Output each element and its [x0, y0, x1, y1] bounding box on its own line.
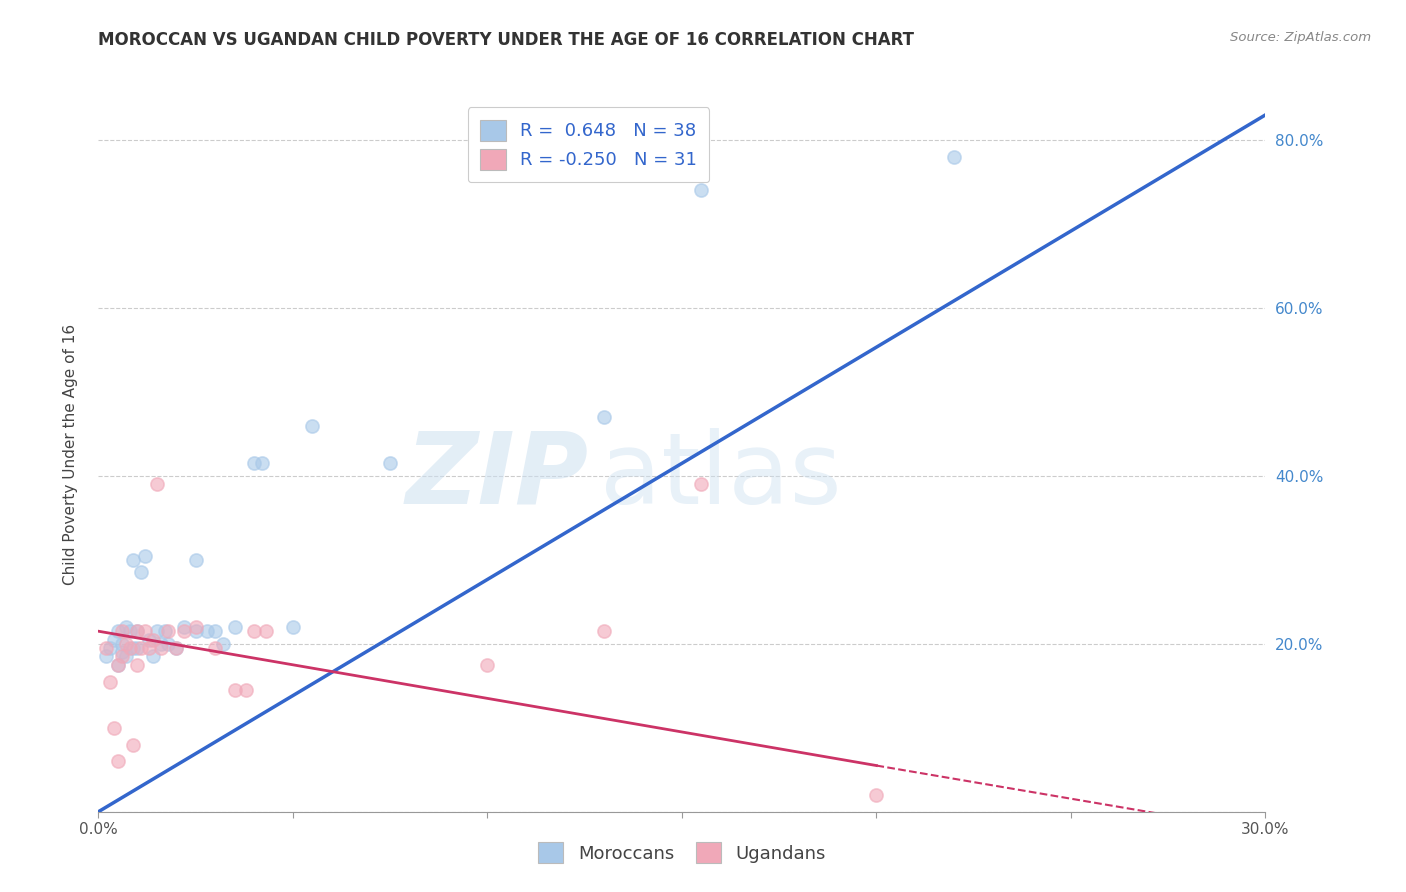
Point — [593, 624, 616, 639]
Point — [138, 632, 160, 647]
Point — [134, 624, 156, 639]
Point — [235, 683, 257, 698]
Point — [943, 150, 966, 164]
Text: MOROCCAN VS UGANDAN CHILD POVERTY UNDER THE AGE OF 16 CORRELATION CHART: MOROCCAN VS UGANDAN CHILD POVERTY UNDER … — [98, 31, 914, 49]
Point — [184, 553, 207, 567]
Point — [378, 456, 402, 470]
Point — [118, 640, 141, 655]
Point — [204, 624, 226, 639]
Point — [212, 637, 235, 651]
Text: ZIP: ZIP — [405, 428, 589, 524]
Point — [224, 620, 246, 634]
Point — [142, 649, 165, 664]
Point — [114, 649, 136, 664]
Point — [122, 640, 145, 655]
Point — [111, 645, 134, 659]
Point — [134, 549, 156, 563]
Point — [157, 637, 180, 651]
Point — [127, 624, 149, 639]
Point — [127, 624, 149, 639]
Point — [107, 755, 129, 769]
Point — [146, 477, 169, 491]
Point — [173, 620, 195, 634]
Point — [153, 624, 176, 639]
Point — [204, 640, 226, 655]
Point — [477, 657, 499, 672]
Point — [114, 637, 136, 651]
Point — [129, 640, 152, 655]
Point — [98, 674, 121, 689]
Point — [195, 624, 218, 639]
Point — [118, 624, 141, 639]
Point — [103, 632, 125, 647]
Point — [138, 640, 160, 655]
Text: atlas: atlas — [600, 428, 842, 524]
Point — [111, 624, 134, 639]
Point — [149, 640, 172, 655]
Legend: Moroccans, Ugandans: Moroccans, Ugandans — [527, 831, 837, 874]
Point — [593, 410, 616, 425]
Point — [165, 640, 187, 655]
Point — [184, 624, 207, 639]
Point — [165, 640, 187, 655]
Point — [107, 624, 129, 639]
Point — [184, 620, 207, 634]
Point — [122, 738, 145, 752]
Point — [96, 649, 118, 664]
Point — [114, 620, 136, 634]
Point — [224, 683, 246, 698]
Point — [107, 657, 129, 672]
Point — [173, 624, 195, 639]
Point — [127, 640, 149, 655]
Point — [129, 566, 152, 580]
Point — [865, 788, 887, 802]
Point — [250, 456, 273, 470]
Point — [96, 640, 118, 655]
Point — [122, 553, 145, 567]
Point — [103, 721, 125, 735]
Point — [254, 624, 277, 639]
Point — [243, 624, 266, 639]
Point — [690, 477, 713, 491]
Point — [98, 640, 121, 655]
Point — [107, 657, 129, 672]
Point — [111, 649, 134, 664]
Point — [111, 637, 134, 651]
Point — [281, 620, 304, 634]
Point — [149, 637, 172, 651]
Y-axis label: Child Poverty Under the Age of 16: Child Poverty Under the Age of 16 — [63, 325, 77, 585]
Point — [142, 632, 165, 647]
Point — [157, 624, 180, 639]
Point — [127, 657, 149, 672]
Point — [243, 456, 266, 470]
Text: Source: ZipAtlas.com: Source: ZipAtlas.com — [1230, 31, 1371, 45]
Point — [690, 184, 713, 198]
Point — [301, 418, 323, 433]
Point — [146, 624, 169, 639]
